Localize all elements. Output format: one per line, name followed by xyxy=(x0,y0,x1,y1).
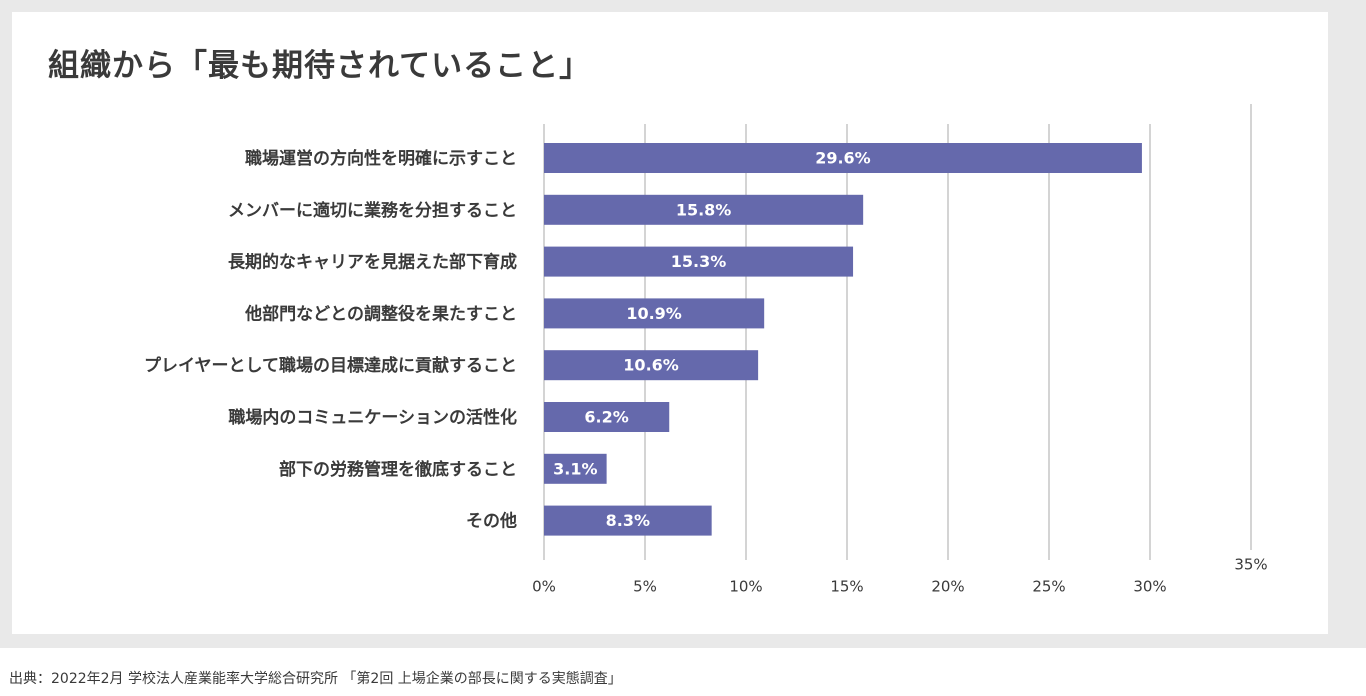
x-tick-label: 30% xyxy=(1133,578,1166,596)
category-label: 長期的なキャリアを見据えた部下育成 xyxy=(228,252,517,273)
bar xyxy=(544,246,854,277)
x-tick-label: 10% xyxy=(729,578,762,596)
bar-value-label: 15.3% xyxy=(671,252,727,271)
bar-value-label: 6.2% xyxy=(584,408,628,427)
bar xyxy=(544,194,864,225)
bar xyxy=(544,143,1142,173)
bar-value-label: 29.6% xyxy=(815,149,871,168)
bar-value-label: 10.9% xyxy=(626,304,682,323)
x-tick-label: 0% xyxy=(532,578,556,596)
category-label: 職場内のコミュニケーションの活性化 xyxy=(228,407,517,428)
category-label: メンバーに適切に業務を分担すること xyxy=(228,200,517,221)
category-label: その他 xyxy=(466,511,517,532)
category-label: プレイヤーとして職場の目標達成に貢献すること xyxy=(144,355,517,376)
bar xyxy=(544,350,759,381)
category-label: 部下の労務管理を徹底すること xyxy=(279,459,517,480)
x-tick-label: 20% xyxy=(931,578,964,596)
bar-value-label: 8.3% xyxy=(606,511,650,530)
x-tick-label: 15% xyxy=(830,578,863,596)
source-note: 出典：2022年2月 学校法人産業能率大学総合研究所 「第2回 上場企業の部長に… xyxy=(9,671,622,687)
bar xyxy=(544,402,670,432)
bar xyxy=(544,298,765,329)
bar-value-label: 15.8% xyxy=(676,200,732,219)
bar xyxy=(544,453,607,484)
x-tick-label: 35% xyxy=(1234,556,1267,574)
x-tick-label: 25% xyxy=(1032,578,1065,596)
bar-value-label: 3.1% xyxy=(553,459,597,478)
category-label: 他部門などとの調整役を果たすこと xyxy=(244,303,517,324)
x-tick-label: 5% xyxy=(633,578,657,596)
category-label: 職場運営の方向性を明確に示すこと xyxy=(245,148,517,169)
bar-value-label: 10.6% xyxy=(623,356,679,375)
chart-title: 組織から「最も期待されていること」 xyxy=(48,48,592,84)
bar xyxy=(544,505,712,536)
bar-chart: 0% 5% 10% 15% 20% 25% 30% 35% 29.6% 職場運営の方向性を明確に示… xyxy=(144,104,1268,596)
